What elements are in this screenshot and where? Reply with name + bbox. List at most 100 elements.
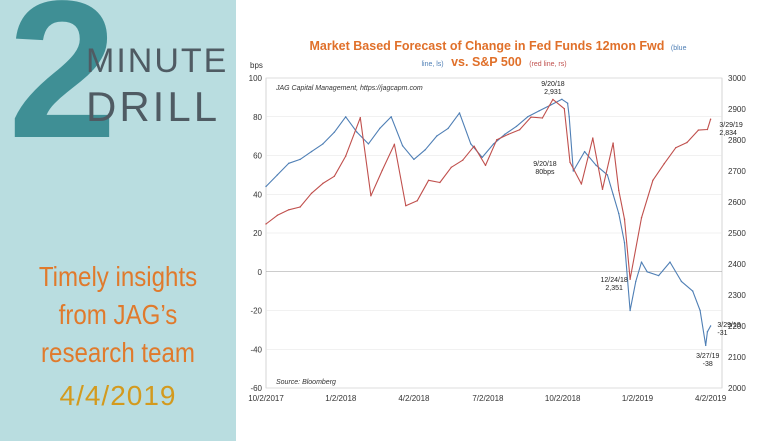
sp500-point — [427, 179, 430, 181]
fed-funds-point — [709, 325, 712, 327]
right-tick-label: 2000 — [728, 384, 746, 393]
sp500-point — [580, 183, 583, 185]
sp500-point — [370, 195, 372, 197]
tagline-line: research team — [41, 337, 195, 368]
fed-funds-point — [265, 185, 267, 188]
sp500-point — [601, 188, 604, 190]
right-tick-label: 2200 — [728, 322, 746, 331]
sp500-point — [592, 137, 594, 139]
fed-funds-point — [705, 344, 707, 347]
fed-funds-point — [583, 150, 586, 153]
chart-title: Market Based Forecast of Change in Fed F… — [310, 39, 687, 53]
fed-funds-point — [612, 193, 614, 195]
fed-funds-point — [276, 174, 279, 176]
fed-funds-point — [515, 125, 518, 128]
fed-funds-point — [447, 127, 449, 130]
fed-funds-point — [623, 242, 626, 244]
x-axis: 10/2/2017 1/2/2018 4/2/2018 7/2/2018 10/2/20… — [248, 394, 727, 403]
fed-funds-point — [538, 110, 540, 112]
fed-funds-point — [561, 98, 563, 101]
sp500-point — [450, 166, 452, 168]
brand-number: 2 — [8, 0, 117, 179]
left-tick-label: -20 — [250, 307, 262, 316]
chart-subtitle-note2: (red line, rs) — [529, 61, 566, 68]
fed-funds-point — [635, 280, 637, 283]
sp500-point — [686, 141, 688, 144]
fed-funds-point — [345, 116, 347, 118]
right-tick-label: 2100 — [728, 353, 746, 362]
left-tick-label: 0 — [258, 268, 263, 277]
annotation-value: 2,931 — [544, 89, 562, 96]
left-tick-label: -40 — [250, 345, 262, 354]
x-tick-label: 1/2/2019 — [622, 394, 654, 403]
sp500-point — [530, 116, 532, 118]
sp500-point — [640, 217, 643, 219]
chart-title-part1: Market Based Forecast of Change in Fed F… — [310, 39, 665, 53]
series — [265, 98, 712, 347]
sp500-point — [276, 214, 279, 216]
x-tick-label: 4/2/2019 — [695, 394, 727, 403]
sp500-point — [563, 108, 565, 110]
sp500-point — [663, 162, 665, 165]
fed-funds-point — [646, 271, 648, 273]
sp500-point — [322, 182, 324, 185]
annotation-date: 9/20/18 — [533, 161, 556, 168]
fed-funds-point — [669, 261, 671, 263]
fed-funds-point — [527, 116, 529, 118]
x-tick-label: 10/2/2017 — [248, 394, 284, 403]
fed-funds-point — [310, 150, 313, 153]
annotation-value: 2,351 — [605, 285, 623, 292]
right-tick-label: 2600 — [728, 198, 746, 207]
sp500-point — [484, 164, 487, 167]
left-tick-label: -60 — [250, 384, 262, 393]
right-tick-label: 2700 — [728, 167, 746, 176]
sp500-point — [518, 129, 521, 131]
grid — [266, 77, 722, 389]
sp500-point — [541, 117, 544, 119]
brand-word-minute: MINUTE — [86, 42, 229, 80]
annotation-date: 12/24/18 — [601, 277, 628, 284]
sp500-point — [652, 179, 654, 181]
sp500-point — [473, 145, 475, 147]
annotation-date: 9/20/18 — [541, 81, 564, 88]
fed-funds-point — [390, 116, 392, 118]
sp500-point — [706, 128, 709, 131]
sp500-point — [462, 159, 464, 161]
right-tick-label: 2800 — [728, 136, 746, 145]
fed-funds-point — [436, 135, 438, 137]
fed-funds-point — [333, 131, 335, 133]
annotation-value: -38 — [703, 361, 713, 368]
right-tick-label: 2500 — [728, 229, 746, 238]
fed-funds-point — [680, 280, 683, 283]
fed-funds-point — [504, 133, 506, 135]
x-tick-label: 7/2/2018 — [472, 394, 504, 403]
fed-funds-point — [595, 164, 597, 166]
fed-funds-point — [606, 174, 609, 176]
chart-subtitle-note: line, ls) — [421, 61, 443, 68]
left-tick-label: 100 — [249, 74, 263, 83]
annotation-value: 80bps — [535, 169, 555, 176]
sp500-point — [623, 218, 626, 220]
sp500-point — [439, 181, 441, 184]
left-axis: 100 80 60 40 20 0 -20 -40 -60 — [249, 74, 263, 393]
sp500-point — [288, 209, 290, 211]
brand-word-drill: DRILL — [86, 83, 221, 130]
annotations: 9/20/182,9319/20/1880bps12/24/182,3513/2… — [533, 81, 743, 368]
fed-funds-point — [618, 212, 620, 215]
x-tick-label: 10/2/2018 — [545, 394, 581, 403]
right-tick-label: 2400 — [728, 260, 746, 269]
sp500-point — [359, 117, 361, 119]
tagline-line: from JAG’s — [58, 299, 178, 330]
fed-funds-point — [629, 309, 631, 312]
x-tick-label: 4/2/2018 — [398, 394, 430, 403]
fed-funds-point — [356, 131, 358, 133]
credit-text: JAG Capital Management, https://jagcapm.… — [275, 85, 423, 92]
fed-funds-point — [481, 156, 483, 159]
sp500-point — [299, 206, 301, 208]
right-tick-label: 2900 — [728, 105, 746, 114]
sp500-point — [310, 192, 313, 194]
sp500-point — [569, 161, 571, 163]
sp500-point — [416, 200, 418, 202]
annotation-date: 3/29/19 — [719, 122, 742, 129]
fed-funds-point — [692, 290, 694, 292]
